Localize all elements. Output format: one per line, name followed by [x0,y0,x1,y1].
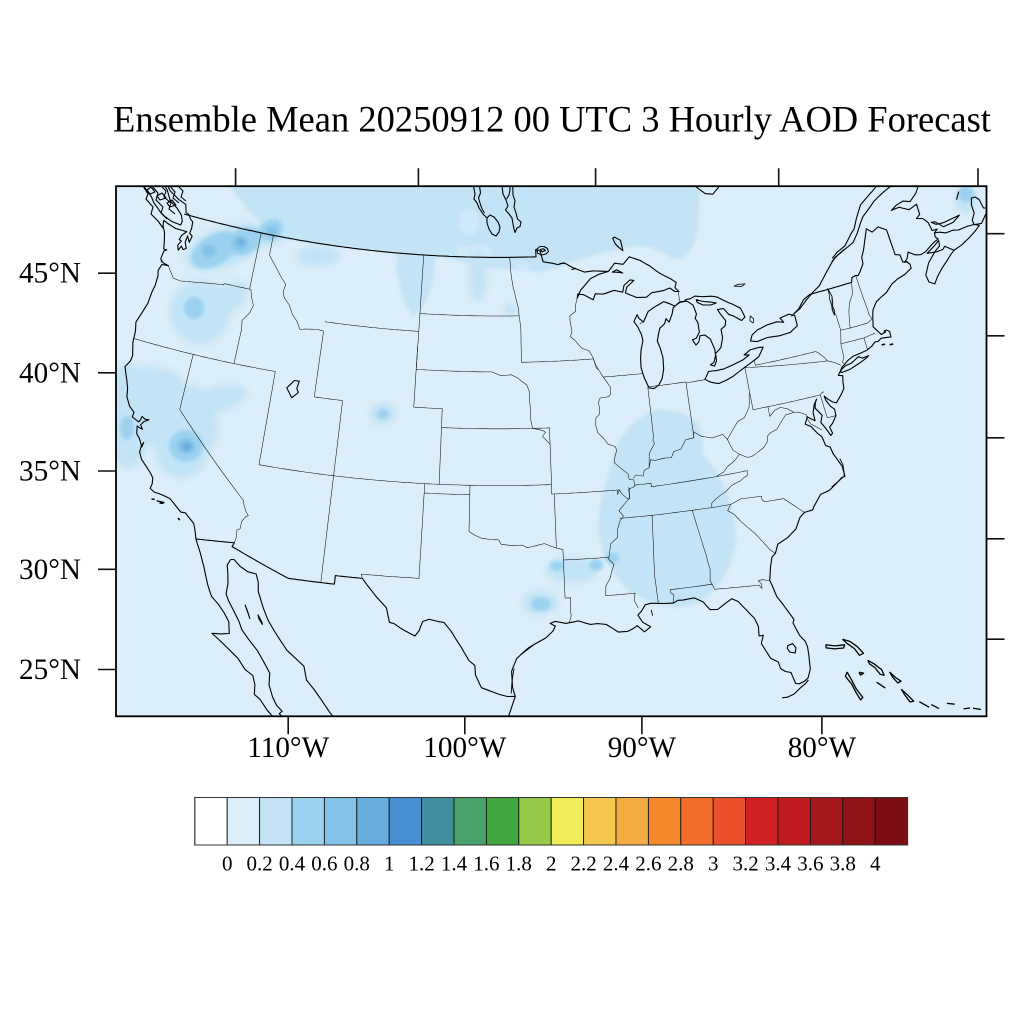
svg-text:3: 3 [708,851,719,875]
svg-text:2.4: 2.4 [603,851,630,875]
svg-text:3.2: 3.2 [732,851,758,875]
svg-text:25°N: 25°N [19,654,81,686]
svg-text:3.8: 3.8 [830,851,856,875]
svg-text:2.2: 2.2 [570,851,596,875]
svg-text:1.4: 1.4 [441,851,468,875]
svg-text:110°W: 110°W [247,732,329,764]
svg-text:40°N: 40°N [19,357,81,389]
svg-text:2.6: 2.6 [635,851,661,875]
svg-text:45°N: 45°N [19,258,81,290]
svg-text:1.2: 1.2 [408,851,434,875]
svg-text:2: 2 [546,851,557,875]
svg-text:1: 1 [384,851,395,875]
svg-text:0.4: 0.4 [279,851,306,875]
svg-text:100°W: 100°W [423,732,506,764]
svg-text:2.8: 2.8 [668,851,694,875]
svg-text:4: 4 [870,851,881,875]
svg-text:80°W: 80°W [788,732,857,764]
svg-text:3.6: 3.6 [797,851,823,875]
svg-text:3.4: 3.4 [765,851,792,875]
svg-text:Ensemble Mean 20250912 00 UTC: Ensemble Mean 20250912 00 UTC 3 Hourly A… [113,99,991,140]
svg-text:90°W: 90°W [608,732,677,764]
svg-text:35°N: 35°N [19,456,81,488]
svg-text:0.8: 0.8 [344,851,370,875]
svg-text:0: 0 [222,851,233,875]
svg-text:1.6: 1.6 [473,851,499,875]
svg-text:0.2: 0.2 [246,851,272,875]
svg-text:1.8: 1.8 [506,851,532,875]
svg-text:0.6: 0.6 [311,851,337,875]
svg-text:30°N: 30°N [19,554,81,586]
